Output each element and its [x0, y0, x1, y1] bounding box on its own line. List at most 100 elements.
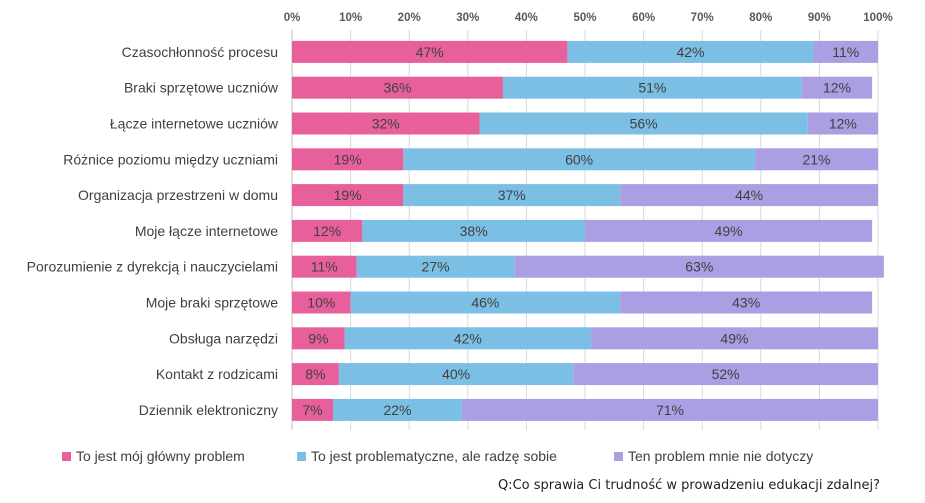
legend-label: To jest mój główny problem	[76, 448, 245, 464]
category-label: Moje braki sprzętowe	[146, 295, 278, 311]
x-tick-label: 60%	[632, 12, 655, 24]
data-label: 42%	[454, 330, 482, 346]
bar-segment	[813, 40, 878, 63]
bar-segment	[620, 291, 873, 314]
data-label: 19%	[334, 151, 362, 167]
bar-segment	[620, 184, 878, 207]
bar-segment	[338, 363, 574, 386]
data-label: 40%	[442, 366, 470, 382]
bar-segment	[461, 398, 878, 421]
data-label: 8%	[305, 366, 325, 382]
category-label: Porozumienie z dyrekcją i nauczycielami	[27, 259, 278, 275]
bar-segment	[356, 255, 515, 278]
x-tick-label: 0%	[284, 12, 301, 24]
data-label: 9%	[308, 330, 328, 346]
bar-segment	[292, 327, 345, 350]
data-label: 38%	[460, 223, 488, 239]
bar-segment	[362, 219, 585, 242]
data-label: 51%	[638, 80, 666, 96]
y-axis-category-labels: Czasochłonność procesu Braki sprzętowe uc…	[27, 44, 279, 418]
bar-segment	[403, 148, 755, 171]
data-label: 10%	[307, 295, 335, 311]
legend-label: Ten problem mnie nie dotyczy	[628, 448, 813, 464]
x-tick-label: 40%	[515, 12, 538, 24]
data-label: 12%	[313, 223, 341, 239]
source-note: Q:Co sprawia Ci trudność w prowadzeniu e…	[497, 478, 880, 493]
bar-segment	[292, 255, 357, 278]
bars	[292, 40, 884, 421]
x-tick-label: 20%	[398, 12, 421, 24]
data-label: 43%	[732, 295, 760, 311]
bar-segment	[292, 112, 480, 135]
bar-segment	[292, 76, 503, 99]
category-label: Kontakt z rodzicami	[156, 366, 278, 382]
data-label: 56%	[630, 116, 658, 132]
bar-segment	[590, 327, 878, 350]
legend-swatch	[62, 452, 71, 461]
category-label: Czasochłonność procesu	[122, 44, 278, 60]
bar-segment	[292, 184, 404, 207]
category-label: Braki sprzętowe uczniów	[124, 80, 279, 96]
data-label: 27%	[422, 259, 450, 275]
bar-segment	[567, 40, 814, 63]
data-label: 52%	[712, 366, 740, 382]
data-label: 11%	[832, 44, 859, 60]
x-tick-label: 100%	[863, 12, 892, 24]
data-label: 36%	[383, 80, 411, 96]
bar-segment	[585, 219, 873, 242]
data-label: 47%	[416, 44, 444, 60]
data-label: 21%	[802, 151, 830, 167]
bar-segment	[292, 219, 363, 242]
stacked-bar-chart: 0% 10% 20% 30% 40% 50% 60% 70% 80% 90% 100% Czasoc…	[27, 12, 893, 464]
category-label: Organizacja przestrzeni w domu	[78, 187, 278, 203]
legend-swatch	[297, 452, 306, 461]
bar-segment	[479, 112, 808, 135]
bar-segment	[350, 291, 621, 314]
legend: To jest mój główny problem To jest proble…	[62, 448, 813, 464]
x-tick-label: 90%	[808, 12, 831, 24]
x-tick-label: 10%	[339, 12, 362, 24]
bar-segment	[573, 363, 878, 386]
bar-segment	[807, 112, 878, 135]
data-label: 7%	[302, 402, 322, 418]
bar-segment	[801, 76, 873, 99]
data-label: 37%	[498, 187, 526, 203]
bar-segment	[292, 398, 334, 421]
data-label: 49%	[715, 223, 743, 239]
data-label: 44%	[735, 187, 763, 203]
data-label: 22%	[383, 402, 411, 418]
category-label: Różnice poziomu między uczniami	[63, 151, 278, 167]
bar-segment	[403, 184, 621, 207]
data-label: 42%	[676, 44, 704, 60]
category-label: Obsługa narzędzi	[169, 330, 278, 346]
legend-swatch	[614, 452, 623, 461]
x-tick-label: 70%	[691, 12, 714, 24]
category-label: Łącze internetowe uczniów	[110, 116, 279, 132]
bar-segment	[292, 363, 339, 386]
data-label: 19%	[334, 187, 362, 203]
category-label: Dziennik elektroniczny	[139, 402, 278, 418]
bar-segment	[514, 255, 884, 278]
bar-segment	[333, 398, 462, 421]
bar-segment	[292, 291, 351, 314]
x-tick-label: 80%	[749, 12, 772, 24]
data-labels: 47% 42% 11% 36% 51% 12% 32% 56% 12% 19% 60% 21% 19% 3…	[302, 44, 859, 418]
data-label: 49%	[720, 330, 748, 346]
x-tick-label: 50%	[573, 12, 596, 24]
bar-segment	[754, 148, 878, 171]
x-axis-ticks: 0% 10% 20% 30% 40% 50% 60% 70% 80% 90% 100%	[284, 12, 893, 24]
data-label: 63%	[685, 259, 713, 275]
x-tick-label: 30%	[456, 12, 479, 24]
category-label: Moje łącze internetowe	[135, 223, 278, 239]
bar-segment	[292, 148, 404, 171]
legend-label: To jest problematyczne, ale radzę sobie	[311, 448, 557, 464]
data-label: 11%	[311, 259, 338, 275]
data-label: 60%	[565, 151, 593, 167]
data-label: 71%	[656, 402, 684, 418]
data-label: 12%	[823, 80, 851, 96]
data-label: 12%	[829, 116, 857, 132]
data-label: 46%	[471, 295, 499, 311]
bar-segment	[292, 40, 568, 63]
bar-segment	[502, 76, 802, 99]
bar-segment	[344, 327, 591, 350]
